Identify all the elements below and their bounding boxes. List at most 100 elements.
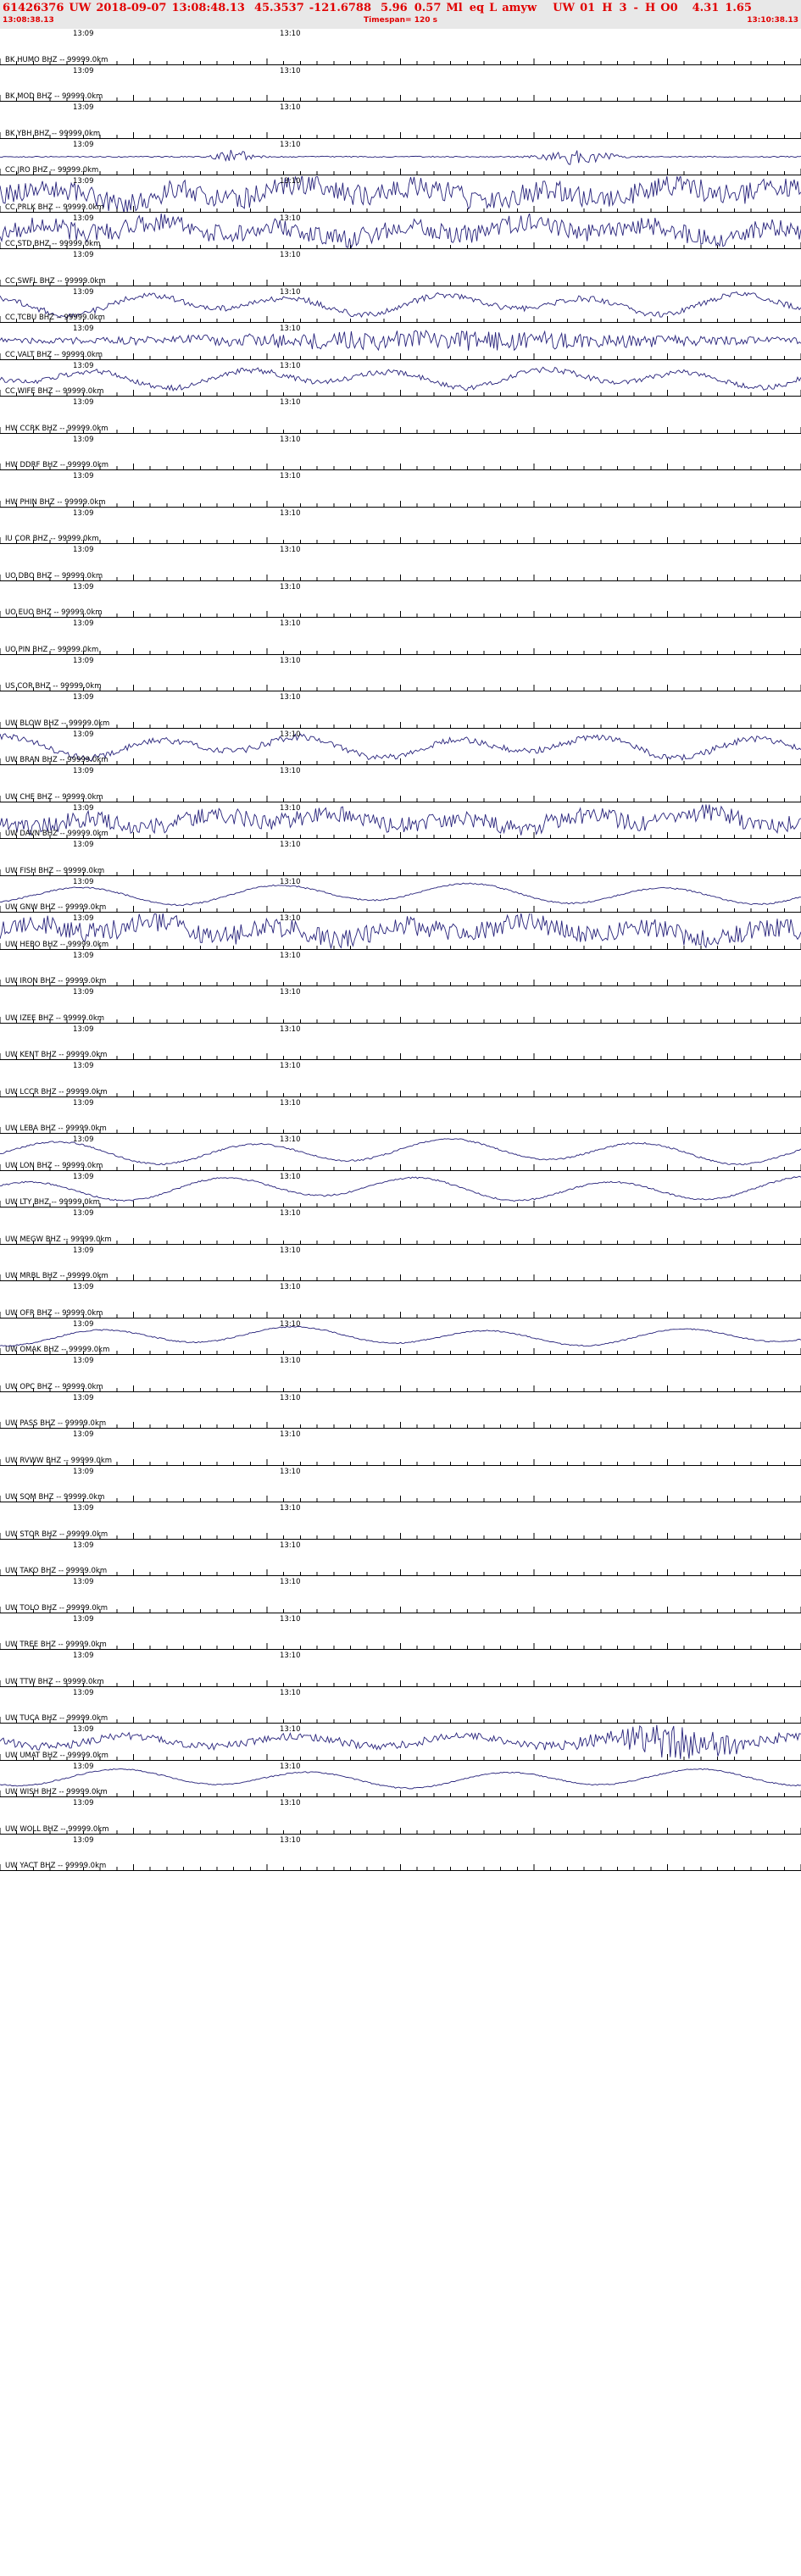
waveform-plot[interactable] (0, 730, 801, 767)
waveform-plot[interactable] (0, 913, 801, 951)
trace-row[interactable]: UW LTY BHZ -- 99999.0km 13:09 13:10 (0, 1172, 801, 1209)
trace-row[interactable]: CC STD BHZ -- 99999.0km 13:09 13:10 (0, 213, 801, 251)
time-tick-label-1309: 13:09 (73, 1246, 94, 1255)
trace-row[interactable]: UW IZEE BHZ -- 99999.0km 13:09 13:10 (0, 987, 801, 1024)
trace-row[interactable]: UW TUCA BHZ -- 99999.0km 13:09 13:10 (0, 1688, 801, 1725)
trace-row[interactable]: UO EUO BHZ -- 99999.0km 13:09 13:10 (0, 582, 801, 619)
trace-row[interactable]: UW YACT BHZ -- 99999.0km 13:09 13:10 (0, 1835, 801, 1873)
time-axis (0, 1237, 801, 1246)
waveform-plot[interactable] (0, 361, 801, 398)
trace-row[interactable]: UW DAVN BHZ -- 99999.0km 13:09 13:10 (0, 803, 801, 841)
trace-row[interactable]: UW HEBO BHZ -- 99999.0km 13:09 13:10 (0, 913, 801, 951)
trace-row[interactable]: BK MOD BHZ -- 99999.0km 13:09 13:10 (0, 66, 801, 103)
trace-row[interactable]: UW KENT BHZ -- 99999.0km 13:09 13:10 (0, 1024, 801, 1062)
waveform-panel[interactable]: BK HUMO BHZ -- 99999.0km 13:09 13:10 BK MOD… (0, 29, 801, 2576)
waveform-plot[interactable] (0, 1724, 801, 1762)
channel-label: UW OPC BHZ -- 99999.0km (5, 1382, 103, 1391)
time-axis (0, 1790, 801, 1798)
trace-row[interactable]: UW RVWW BHZ -- 99999.0km 13:09 13:10 (0, 1430, 801, 1467)
trace-row[interactable]: UW MRBL BHZ -- 99999.0km 13:09 13:10 (0, 1246, 801, 1283)
trace-row[interactable]: UW STOR BHZ -- 99999.0km 13:09 13:10 (0, 1503, 801, 1541)
trace-row[interactable]: UO PIN BHZ -- 99999.0km 13:09 13:10 (0, 619, 801, 656)
trace-row[interactable]: CC WIFE BHZ -- 99999.0km 13:09 13:10 (0, 361, 801, 398)
time-tick-label-1310: 13:10 (280, 1762, 301, 1771)
trace-row[interactable]: UW LCCR BHZ -- 99999.0km 13:09 13:10 (0, 1061, 801, 1098)
time-tick-label-1310: 13:10 (280, 1283, 301, 1291)
event-origin-time: 13:08:48.13 (171, 1, 245, 14)
trace-row[interactable]: UW TOLO BHZ -- 99999.0km 13:09 13:10 (0, 1577, 801, 1614)
time-axis (0, 1569, 801, 1577)
trace-row[interactable]: CC TCBU BHZ -- 99999.0km 13:09 13:10 (0, 287, 801, 325)
trace-row[interactable]: UW CHE BHZ -- 99999.0km 13:09 13:10 (0, 766, 801, 803)
trace-row[interactable]: HW CCRK BHZ -- 99999.0km 13:09 13:10 (0, 397, 801, 435)
trace-row[interactable]: UW FISH BHZ -- 99999.0km 13:09 13:10 (0, 840, 801, 877)
waveform-plot[interactable] (0, 140, 801, 177)
trace-row[interactable]: UW OMAK BHZ -- 99999.0km 13:09 13:10 (0, 1319, 801, 1357)
channel-label: IU COR BHZ -- 99999.0km (5, 535, 99, 543)
trace-row[interactable]: HW PHIN BHZ -- 99999.0km 13:09 13:10 (0, 471, 801, 508)
trace-row[interactable]: CC JRO BHZ -- 99999.0km 13:09 13:10 (0, 140, 801, 177)
channel-label: BK MOD BHZ -- 99999.0km (5, 92, 103, 101)
channel-label: UW TTW BHZ -- 99999.0km (5, 1677, 104, 1686)
trace-row[interactable]: UW LON BHZ -- 99999.0km 13:09 13:10 (0, 1135, 801, 1172)
trace-row[interactable]: US COR BHZ -- 99999.0km 13:09 13:10 (0, 656, 801, 693)
trace-row[interactable]: CC VALT BHZ -- 99999.0km 13:09 13:10 (0, 324, 801, 361)
time-tick-label-1309: 13:09 (73, 214, 94, 223)
time-axis (0, 1458, 801, 1467)
trace-row[interactable]: UO DBO BHZ -- 99999.0km 13:09 13:10 (0, 545, 801, 582)
time-tick-label-1310: 13:10 (280, 66, 301, 75)
trace-row[interactable]: UW OPC BHZ -- 99999.0km 13:09 13:10 (0, 1356, 801, 1393)
waveform-plot[interactable] (0, 1762, 801, 1799)
time-axis (0, 205, 801, 214)
trace-row[interactable]: UW OFR BHZ -- 99999.0km 13:09 13:10 (0, 1282, 801, 1319)
trace-row[interactable]: CC PRLK BHZ -- 99999.0km 13:09 13:10 (0, 176, 801, 214)
time-axis (0, 906, 801, 913)
time-axis (0, 1274, 801, 1282)
trace-row[interactable]: HW DDRF BHZ -- 99999.0km 13:09 13:10 (0, 435, 801, 472)
channel-label: CC TCBU BHZ -- 99999.0km (5, 314, 105, 322)
waveform-plot[interactable] (0, 803, 801, 841)
trace-row[interactable]: UW TTW BHZ -- 99999.0km 13:09 13:10 (0, 1651, 801, 1688)
trace-row[interactable]: UW SQM BHZ -- 99999.0km 13:09 13:10 (0, 1467, 801, 1504)
time-axis (0, 1679, 801, 1688)
time-tick-label-1309: 13:09 (73, 472, 94, 480)
trace-row[interactable]: CC SWFL BHZ -- 99999.0km 13:09 13:10 (0, 250, 801, 287)
waveform-plot[interactable] (0, 324, 801, 361)
event-network: UW (69, 1, 92, 14)
time-axis (0, 685, 801, 692)
trace-row[interactable]: UW IRON BHZ -- 99999.0km 13:09 13:10 (0, 951, 801, 988)
time-tick-label-1310: 13:10 (280, 767, 301, 775)
waveform-plot[interactable] (0, 176, 801, 214)
trace-row[interactable]: BK HUMO BHZ -- 99999.0km 13:09 13:10 (0, 29, 801, 66)
trace-row[interactable]: UW WOLL BHZ -- 99999.0km 13:09 13:10 (0, 1798, 801, 1835)
time-tick-label-1309: 13:09 (73, 546, 94, 554)
trace-row[interactable]: UW GNW BHZ -- 99999.0km 13:09 13:10 (0, 877, 801, 914)
time-tick-label-1310: 13:10 (280, 1209, 301, 1218)
trace-row[interactable]: UW BRAN BHZ -- 99999.0km 13:09 13:10 (0, 730, 801, 767)
trace-row[interactable]: UW MEGW BHZ -- 99999.0km 13:09 13:10 (0, 1208, 801, 1246)
trace-row[interactable]: UW TAKO BHZ -- 99999.0km 13:09 13:10 (0, 1541, 801, 1578)
event-summary-line: 61426376 UW 2018-09-07 13:08:48.13 45.35… (0, 0, 801, 15)
waveform-plot[interactable] (0, 877, 801, 914)
time-tick-label-1310: 13:10 (280, 1172, 301, 1181)
trace-row[interactable]: UW WISH BHZ -- 99999.0km 13:09 13:10 (0, 1762, 801, 1799)
channel-label: UO DBO BHZ -- 99999.0km (5, 571, 103, 580)
trace-row[interactable]: UW BLOW BHZ -- 99999.0km 13:09 13:10 (0, 692, 801, 730)
time-axis (0, 1311, 801, 1319)
waveform-plot[interactable] (0, 1172, 801, 1209)
waveform-plot[interactable] (0, 287, 801, 325)
waveform-plot[interactable] (0, 1135, 801, 1172)
channel-label: UW UMAT BHZ -- 99999.0km (5, 1751, 108, 1760)
waveform-plot[interactable] (0, 1319, 801, 1357)
time-axis (0, 464, 801, 471)
time-axis (0, 1753, 801, 1762)
trace-row[interactable]: BK YBH BHZ -- 99999.0km 13:09 13:10 (0, 103, 801, 140)
trace-row[interactable]: UW PASS BHZ -- 99999.0km 13:09 13:10 (0, 1393, 801, 1430)
trace-row[interactable]: IU COR BHZ -- 99999.0km 13:09 13:10 (0, 508, 801, 546)
time-tick-label-1309: 13:09 (73, 325, 94, 333)
trace-row[interactable]: UW LEBA BHZ -- 99999.0km 13:09 13:10 (0, 1098, 801, 1135)
waveform-plot[interactable] (0, 213, 801, 251)
time-tick-label-1309: 13:09 (73, 693, 94, 702)
trace-row[interactable]: UW UMAT BHZ -- 99999.0km 13:09 13:10 (0, 1724, 801, 1762)
trace-row[interactable]: UW TREE BHZ -- 99999.0km 13:09 13:10 (0, 1614, 801, 1652)
